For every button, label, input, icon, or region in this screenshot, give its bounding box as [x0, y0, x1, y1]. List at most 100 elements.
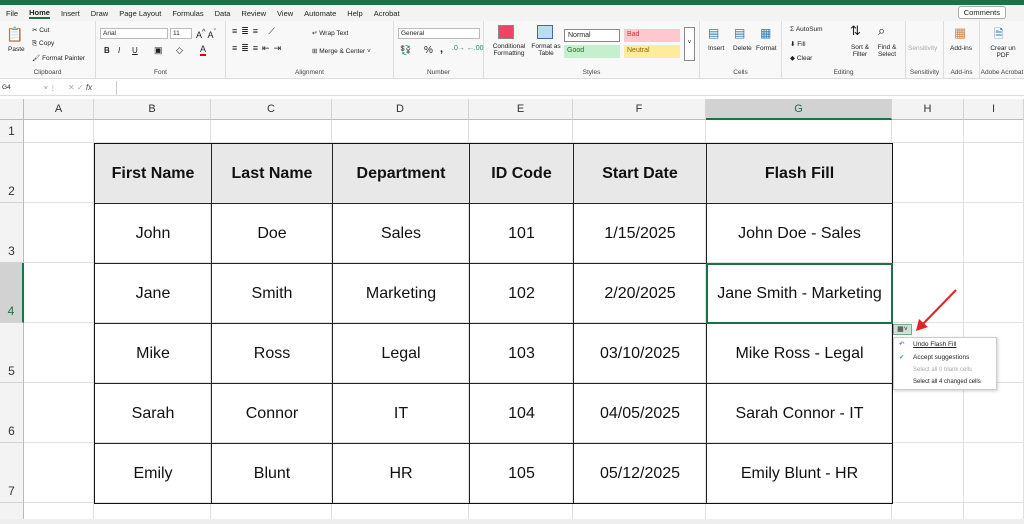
vertical-align-icons[interactable]: ≡≣≡ ⟋ [232, 26, 279, 36]
column-header-i[interactable]: I [964, 99, 1024, 120]
cancel-confirm-icons[interactable]: ✕ ✓ fx [68, 83, 93, 92]
sort-filter-icon[interactable]: ⇅ [850, 23, 861, 38]
tab-review[interactable]: Review [241, 8, 267, 18]
tab-data[interactable]: Data [214, 8, 231, 18]
sensitivity-button[interactable]: Sensitivity [908, 45, 938, 52]
border-icon[interactable]: ▣ [154, 45, 163, 55]
font-size-select[interactable]: 11 [170, 28, 192, 39]
row-header-3[interactable]: 3 [0, 203, 24, 263]
format-table-button[interactable]: Format as Table [531, 43, 561, 57]
row-header-6[interactable]: 6 [0, 383, 24, 443]
wrap-text-button[interactable]: ↵ Wrap Text [312, 30, 349, 37]
row-header-5[interactable]: 5 [0, 323, 24, 383]
table-cell[interactable]: Mike [94, 323, 212, 384]
style-bad[interactable]: Bad [624, 29, 680, 42]
row-header-7[interactable]: 7 [0, 443, 24, 503]
column-header-g[interactable]: G [706, 99, 892, 120]
select-all-button[interactable] [0, 99, 24, 120]
table-header-cell[interactable]: ID Code [469, 143, 574, 204]
column-header-d[interactable]: D [332, 99, 469, 120]
column-header-e[interactable]: E [469, 99, 573, 120]
tab-view[interactable]: View [277, 8, 294, 18]
table-cell[interactable]: John Doe - Sales [706, 203, 893, 264]
percent-button[interactable]: % [424, 45, 433, 56]
delete-button[interactable]: Delete [733, 45, 752, 52]
format-table-icon[interactable] [537, 25, 553, 39]
styles-more-button[interactable]: ˅ [684, 27, 695, 61]
row-header-4[interactable]: 4 [0, 263, 24, 323]
tab-page-layout[interactable]: Page Layout [119, 8, 162, 18]
tab-insert[interactable]: Insert [60, 8, 80, 18]
column-header-f[interactable]: F [573, 99, 706, 120]
undo-flash-fill-item[interactable]: Undo Flash Fill [913, 341, 957, 348]
horizontal-align-icons[interactable]: ≡≣≡⇤⇥ [232, 43, 286, 53]
font-color-icon[interactable]: A [200, 44, 207, 56]
table-header-cell[interactable]: Flash Fill [706, 143, 893, 204]
table-cell[interactable]: Sarah [94, 383, 212, 444]
table-cell[interactable]: 03/10/2025 [573, 323, 707, 384]
font-name-select[interactable]: Arial [100, 28, 168, 39]
conditional-formatting-icon[interactable] [498, 25, 514, 39]
table-cell[interactable]: Sarah Connor - IT [706, 383, 893, 444]
tab-formulas[interactable]: Formulas [172, 8, 204, 18]
name-box-dropdown[interactable]: ˅ ⋮ [44, 85, 57, 92]
delete-icon[interactable]: ▤ [734, 26, 746, 40]
column-header-b[interactable]: B [94, 99, 211, 120]
style-neutral[interactable]: Neutral [624, 45, 680, 58]
table-cell[interactable]: Legal [332, 323, 470, 384]
format-painter-button[interactable]: 🖌 Format Painter [32, 55, 86, 62]
copy-button[interactable]: ⎘ Copy [32, 40, 55, 47]
table-header-cell[interactable]: First Name [94, 143, 212, 204]
table-cell[interactable]: Blunt [211, 443, 333, 504]
table-cell[interactable]: 103 [469, 323, 574, 384]
create-pdf-button[interactable]: Crear un PDF [990, 45, 1016, 59]
table-header-cell[interactable]: Last Name [211, 143, 333, 204]
conditional-formatting-button[interactable]: Conditional Formatting [492, 43, 526, 57]
formula-input[interactable] [116, 81, 1024, 95]
tab-home[interactable]: Home [29, 7, 50, 19]
column-header-h[interactable]: H [892, 99, 964, 120]
select-changed-cells-item[interactable]: Select all 4 changed cells [913, 379, 981, 385]
column-header-a[interactable]: A [24, 99, 94, 120]
table-cell[interactable]: 102 [469, 263, 574, 324]
clear-button[interactable]: ◆ Clear [790, 55, 813, 62]
underline-button[interactable]: U [132, 46, 138, 55]
table-cell[interactable]: 04/05/2025 [573, 383, 707, 444]
table-cell[interactable]: 2/20/2025 [573, 263, 707, 324]
insert-button[interactable]: Insert [708, 45, 725, 52]
find-select-button[interactable]: Find & Select [877, 44, 897, 58]
tab-acrobat[interactable]: Acrobat [373, 8, 400, 18]
comma-button[interactable]: , [440, 43, 444, 55]
table-header-cell[interactable]: Start Date [573, 143, 707, 204]
table-cell[interactable]: Sales [332, 203, 470, 264]
table-cell[interactable]: Doe [211, 203, 333, 264]
format-button[interactable]: Format [756, 45, 777, 52]
column-header-c[interactable]: C [211, 99, 332, 120]
decimal-icons[interactable]: .0→ ←.00 [452, 45, 484, 52]
table-cell[interactable]: Mike Ross - Legal [706, 323, 893, 384]
tab-help[interactable]: Help [347, 8, 363, 18]
style-normal[interactable]: Normal [564, 29, 620, 42]
comments-button[interactable]: Comments [957, 6, 1006, 19]
fill-color-icon[interactable]: ◇ [176, 45, 183, 55]
fill-button[interactable]: ⬇ Fill [790, 41, 806, 48]
autosum-button[interactable]: Σ AutoSum [790, 26, 823, 33]
table-header-cell[interactable]: Department [332, 143, 470, 204]
table-cell[interactable]: HR [332, 443, 470, 504]
table-cell[interactable]: Marketing [332, 263, 470, 324]
name-box[interactable]: G4 [2, 84, 11, 91]
sort-filter-button[interactable]: Sort & Filter [850, 44, 870, 58]
number-format-select[interactable]: General [398, 28, 480, 39]
table-cell[interactable]: 104 [469, 383, 574, 444]
cut-button[interactable]: ✂ Cut [32, 27, 50, 34]
tab-draw[interactable]: Draw [90, 8, 109, 18]
addins-button[interactable]: Add-ins [950, 45, 973, 52]
table-cell[interactable]: Ross [211, 323, 333, 384]
tab-automate[interactable]: Automate [304, 8, 337, 18]
table-cell[interactable]: John [94, 203, 212, 264]
style-good[interactable]: Good [564, 45, 620, 58]
paste-icon[interactable]: 📋 [6, 26, 24, 42]
addins-icon[interactable]: ▦ [954, 25, 967, 40]
table-cell[interactable]: 101 [469, 203, 574, 264]
table-cell[interactable]: Jane Smith - Marketing [706, 263, 893, 324]
